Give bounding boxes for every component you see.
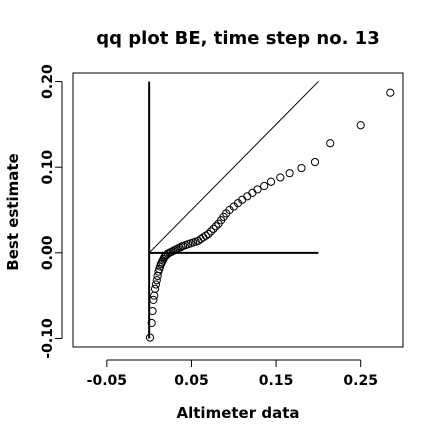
x-axis: -0.05 0.05 0.15 0.25 <box>87 359 378 389</box>
x-tick-label: -0.05 <box>87 373 127 389</box>
y-tick-label: -0.10 <box>40 318 56 359</box>
data-point <box>147 318 156 328</box>
data-point <box>194 236 203 245</box>
data-point <box>285 169 294 178</box>
data-point <box>310 157 320 167</box>
data-point <box>386 88 395 97</box>
data-point <box>260 181 269 191</box>
data-point <box>152 276 161 285</box>
data-point <box>150 284 160 293</box>
data-point <box>201 231 210 240</box>
data-point <box>253 185 262 194</box>
data-point <box>243 192 252 201</box>
data-point <box>204 229 213 239</box>
chart-title: qq plot BE, time step no. 13 <box>96 28 379 49</box>
data-point <box>211 222 221 231</box>
data-point <box>297 163 306 173</box>
reference-line-identity <box>148 81 319 254</box>
data-point <box>266 177 276 186</box>
data-points <box>145 88 395 342</box>
data-point <box>149 295 158 305</box>
data-point <box>148 306 157 316</box>
y-axis-label: Best estimate <box>4 153 22 270</box>
y-axis: -0.10 0.00 0.10 0.20 <box>40 64 63 359</box>
x-tick-label: 0.15 <box>259 373 294 389</box>
data-point <box>206 227 216 236</box>
y-tick-label: 0.10 <box>40 150 56 185</box>
data-point <box>199 233 208 242</box>
y-tick-label: 0.00 <box>40 235 56 270</box>
y-tick-label: 0.20 <box>40 64 56 99</box>
plot-frame <box>72 72 404 348</box>
data-point <box>150 291 159 300</box>
x-tick-label: 0.25 <box>343 373 378 389</box>
data-point <box>276 173 285 182</box>
data-point <box>209 224 218 233</box>
data-point <box>145 333 155 342</box>
x-tick-label: 0.05 <box>174 373 209 389</box>
data-point <box>356 121 365 130</box>
data-point <box>248 188 257 197</box>
data-point <box>326 139 335 148</box>
x-axis-label: Altimeter data <box>177 404 300 422</box>
data-point <box>151 280 161 289</box>
